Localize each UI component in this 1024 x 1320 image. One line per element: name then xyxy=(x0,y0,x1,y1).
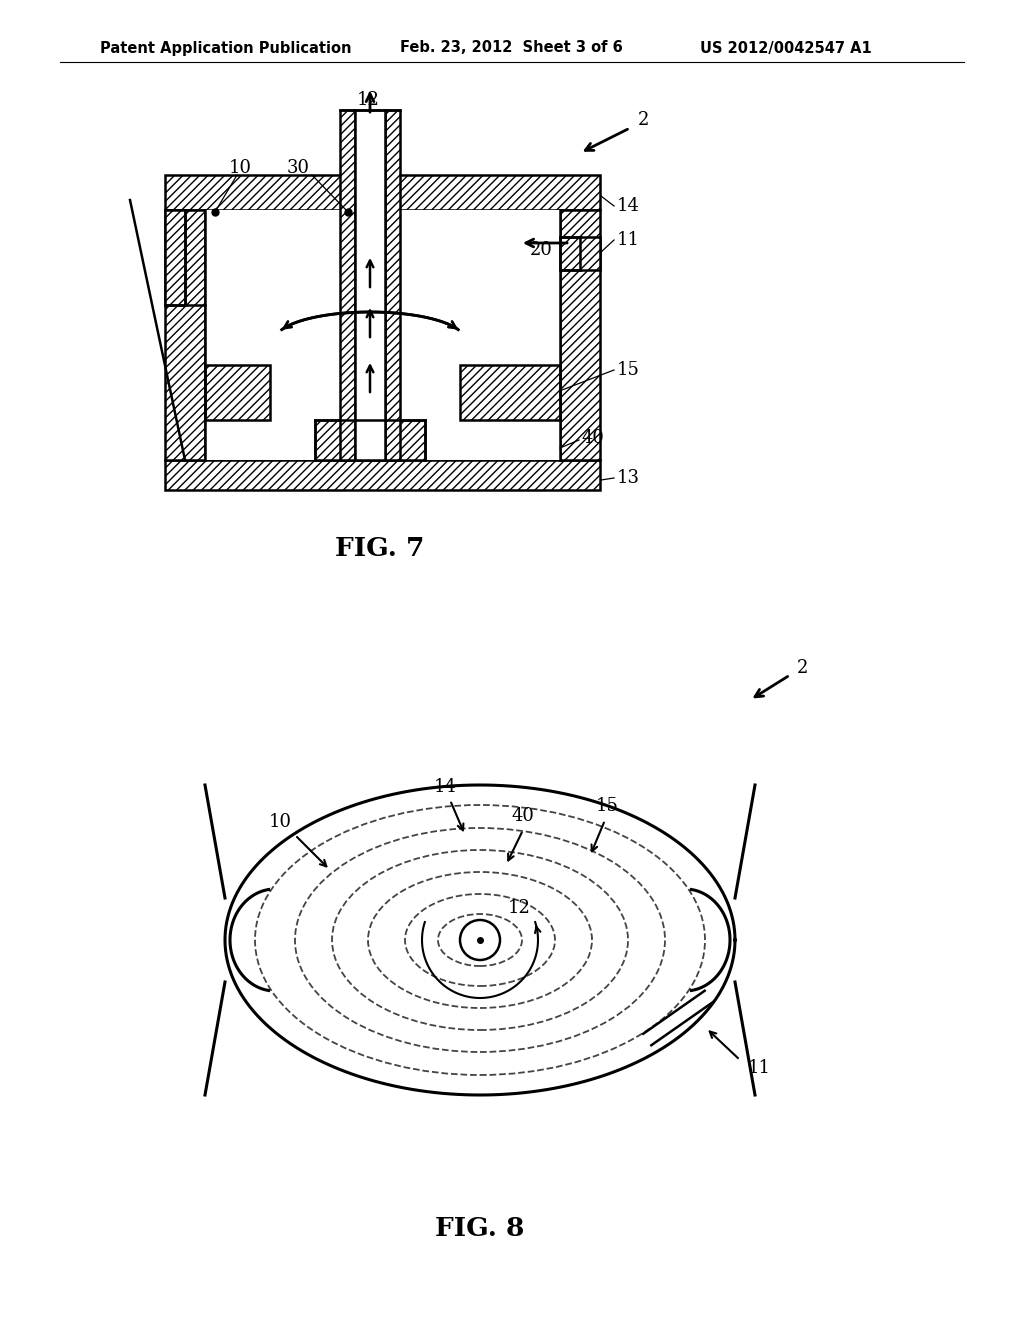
Polygon shape xyxy=(205,366,270,420)
Polygon shape xyxy=(560,210,600,459)
Text: 14: 14 xyxy=(617,197,640,215)
Polygon shape xyxy=(315,420,425,459)
Text: 11: 11 xyxy=(748,1059,771,1077)
Text: 40: 40 xyxy=(582,429,605,447)
Text: 40: 40 xyxy=(512,807,535,825)
Polygon shape xyxy=(560,238,600,271)
Polygon shape xyxy=(355,110,385,459)
Text: 12: 12 xyxy=(508,899,530,917)
Text: 30: 30 xyxy=(287,158,309,177)
Text: 10: 10 xyxy=(228,158,252,177)
Text: Patent Application Publication: Patent Application Publication xyxy=(100,41,351,55)
Text: FIG. 7: FIG. 7 xyxy=(335,536,425,561)
Polygon shape xyxy=(165,176,600,210)
Text: 15: 15 xyxy=(617,360,640,379)
Text: 15: 15 xyxy=(596,797,618,814)
Polygon shape xyxy=(165,210,205,459)
Text: FIG. 8: FIG. 8 xyxy=(435,1216,524,1241)
Text: 12: 12 xyxy=(356,91,380,110)
Text: Feb. 23, 2012  Sheet 3 of 6: Feb. 23, 2012 Sheet 3 of 6 xyxy=(400,41,623,55)
Text: 20: 20 xyxy=(530,242,553,259)
Text: 14: 14 xyxy=(433,777,457,796)
Polygon shape xyxy=(165,459,600,490)
Polygon shape xyxy=(385,110,400,459)
Polygon shape xyxy=(165,210,185,305)
Polygon shape xyxy=(340,110,355,459)
Text: 11: 11 xyxy=(617,231,640,249)
Polygon shape xyxy=(460,366,560,420)
Text: 2: 2 xyxy=(638,111,649,129)
Polygon shape xyxy=(205,210,560,459)
Text: 2: 2 xyxy=(797,659,808,677)
Text: 13: 13 xyxy=(617,469,640,487)
Text: 10: 10 xyxy=(268,813,292,832)
Text: US 2012/0042547 A1: US 2012/0042547 A1 xyxy=(700,41,871,55)
